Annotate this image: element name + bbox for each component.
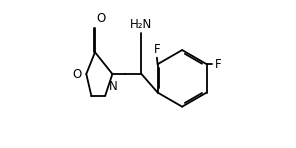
Text: O: O bbox=[96, 12, 106, 25]
Text: H₂N: H₂N bbox=[130, 18, 152, 31]
Text: F: F bbox=[215, 58, 221, 71]
Text: F: F bbox=[154, 43, 160, 56]
Text: N: N bbox=[109, 80, 118, 93]
Text: O: O bbox=[73, 67, 82, 81]
